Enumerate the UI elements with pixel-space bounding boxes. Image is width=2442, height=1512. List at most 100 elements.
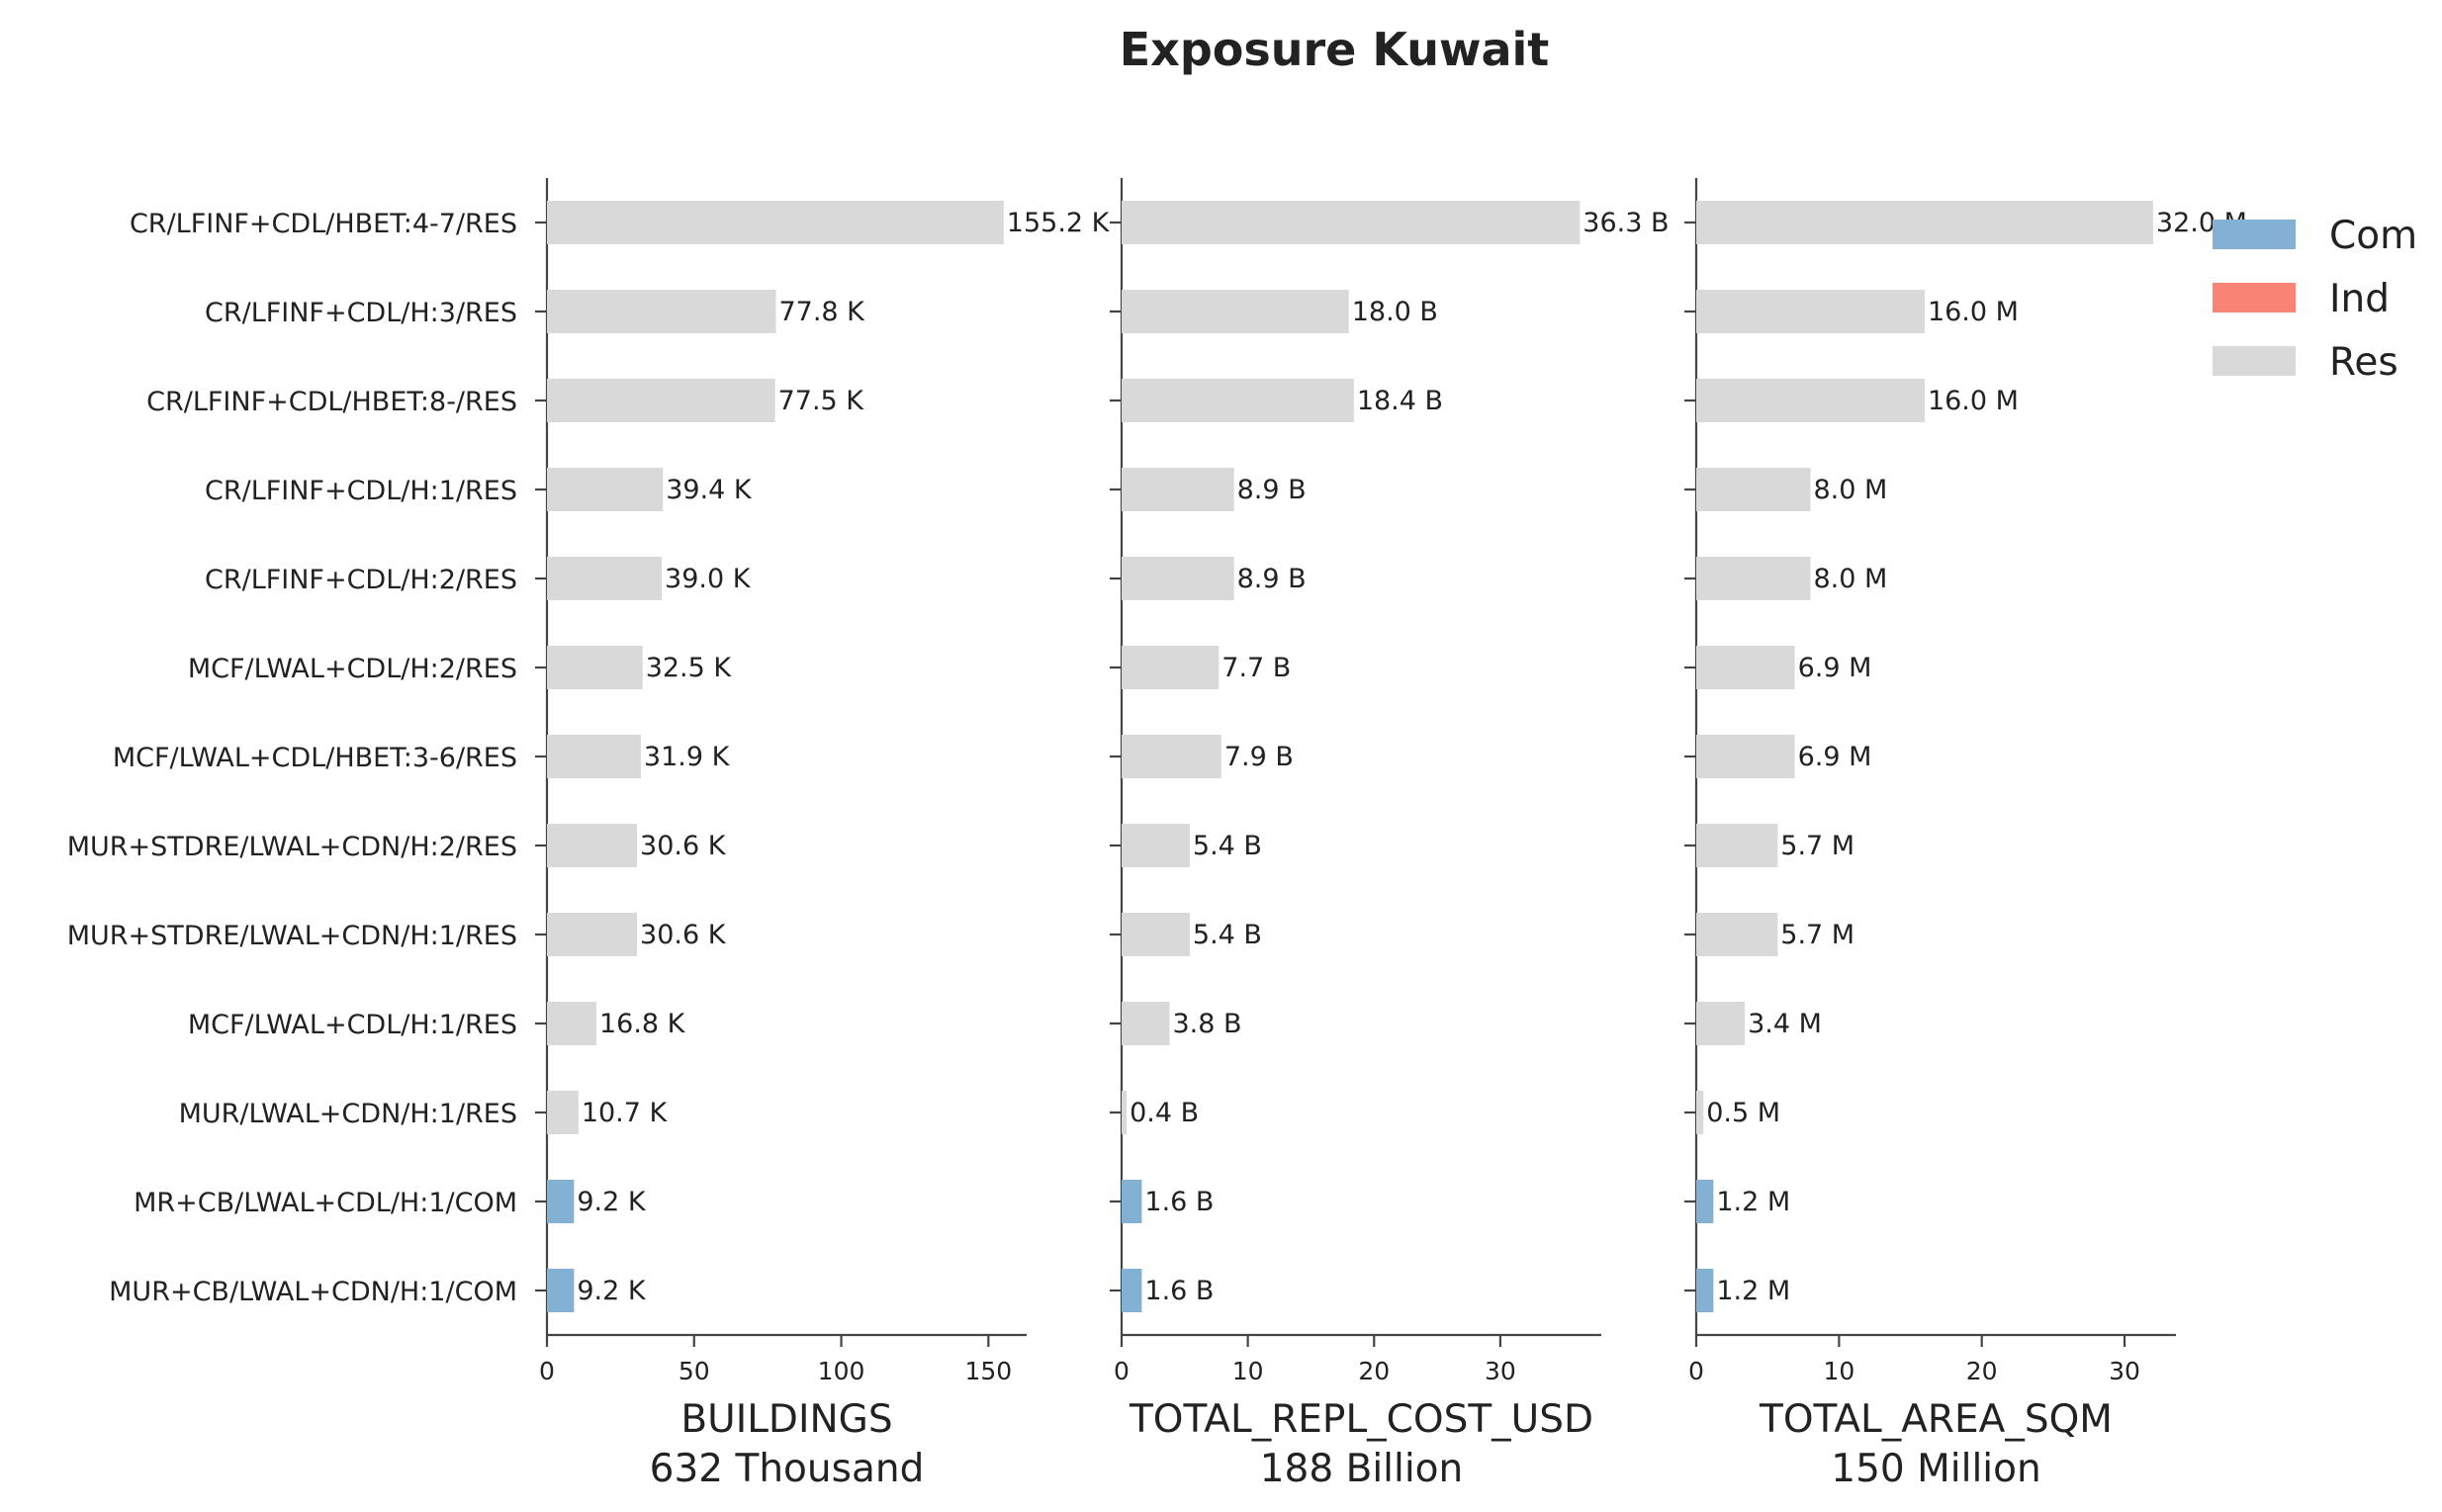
bar [547,735,641,778]
category-label: MCF/LWAL+CDL/H:1/RES [188,1010,517,1040]
bar [1122,913,1190,956]
data-label: 6.9 M [1798,653,1872,683]
bar [1696,1269,1714,1312]
chart-title: Exposure Kuwait [1120,23,1550,76]
bar [1122,379,1354,422]
x-tick-label: 0 [1114,1357,1130,1385]
x-tick-label: 150 [964,1357,1012,1385]
bar [1696,290,1925,333]
data-label: 1.2 M [1716,1276,1790,1306]
x-tick-label: 10 [1823,1357,1854,1385]
bar [547,290,776,333]
data-label: 0.4 B [1130,1098,1199,1128]
data-label: 39.0 K [665,564,752,594]
legend-item: Com [2213,214,2417,258]
data-label: 77.8 K [778,297,865,327]
data-label: 30.6 K [640,920,727,950]
legend-item: Res [2213,340,2398,385]
bar [547,646,643,689]
category-label: CR/LFINF+CDL/HBET:4-7/RES [130,209,517,239]
bar [1122,1180,1142,1223]
x-axis-total: 150 Million [1831,1447,2040,1491]
bar [1122,1002,1170,1045]
data-label: 36.3 B [1583,208,1669,238]
bar [1122,1269,1142,1312]
data-label: 30.6 K [640,831,727,861]
bar [1696,468,1811,511]
data-label: 7.9 B [1224,742,1294,772]
panel-1: 0 50 100 150 CR/LFINF+CDL/HBET:4-7/RES 155.2 … [67,178,1111,1491]
bar [1696,824,1778,867]
legend-label: Res [2329,340,2398,385]
category-label: MUR+STDRE/LWAL+CDN/H:1/RES [67,921,517,951]
bar [1696,1180,1714,1223]
x-tick-label: 30 [1485,1357,1516,1385]
bar [1696,379,1925,422]
x-axis-total: 188 Billion [1260,1447,1464,1491]
category-label: MR+CB/LWAL+CDL/H:1/COM [134,1188,517,1218]
data-label: 9.2 K [577,1187,647,1217]
x-tick-label: 0 [1688,1357,1704,1385]
legend: Com Ind Res [2213,214,2417,385]
x-tick-label: 30 [2109,1357,2140,1385]
category-label: CR/LFINF+CDL/H:1/RES [205,476,517,506]
data-label: 1.2 M [1716,1187,1790,1217]
data-label: 8.0 M [1813,475,1887,505]
bar [547,379,775,422]
bar [1696,1091,1704,1134]
data-label: 8.9 B [1237,475,1307,505]
data-label: 5.4 B [1193,831,1262,861]
legend-label: Com [2329,214,2417,258]
bar [547,1002,596,1045]
data-label: 5.7 M [1780,920,1854,950]
bar [547,913,638,956]
legend-item: Ind [2213,277,2390,321]
bar [1122,557,1234,600]
data-label: 7.7 B [1221,653,1291,683]
data-label: 6.9 M [1798,742,1872,772]
category-label: MCF/LWAL+CDL/HBET:3-6/RES [113,743,517,773]
bar [1122,468,1234,511]
data-label: 18.0 B [1352,297,1438,327]
x-tick-label: 50 [678,1357,710,1385]
bar [1696,646,1795,689]
bar [547,557,663,600]
bar [1122,290,1349,333]
data-label: 1.6 B [1144,1276,1214,1306]
legend-swatch [2213,220,2296,249]
x-axis-label: TOTAL_REPL_COST_USD [1129,1397,1593,1442]
bar [547,1180,575,1223]
panel-2: 0 10 20 30 36.3 B 18.0 B 18.4 B 8.9 B 8.9 B 7.7 B… [1110,178,1670,1491]
bar [1122,201,1581,244]
x-axis-label: TOTAL_AREA_SQM [1759,1397,2113,1442]
bar [547,468,664,511]
data-label: 10.7 K [582,1098,669,1128]
category-label: CR/LFINF+CDL/H:3/RES [205,298,517,328]
x-axis-total: 632 Thousand [650,1447,925,1491]
data-label: 31.9 K [644,742,731,772]
bar [547,1269,575,1312]
data-label: 3.4 M [1748,1009,1822,1039]
bar [1122,735,1221,778]
data-label: 16.0 M [1928,297,2019,327]
category-label: CR/LFINF+CDL/H:2/RES [205,565,517,595]
x-tick-label: 20 [1358,1357,1390,1385]
bar [1696,1002,1746,1045]
data-label: 3.8 B [1173,1009,1242,1039]
bar [1122,824,1190,867]
x-tick-label: 20 [1966,1357,1998,1385]
data-label: 16.8 K [599,1009,686,1039]
bar [1696,201,2153,244]
bar [547,1091,579,1134]
data-label: 5.7 M [1780,831,1854,861]
data-label: 155.2 K [1007,208,1111,238]
legend-swatch [2213,283,2296,312]
data-label: 39.4 K [666,475,753,505]
data-label: 77.5 K [778,386,865,416]
data-label: 18.4 B [1357,386,1443,416]
bar [1696,735,1795,778]
legend-swatch [2213,346,2296,376]
category-label: MCF/LWAL+CDL/H:2/RES [188,654,517,684]
data-label: 5.4 B [1193,920,1262,950]
